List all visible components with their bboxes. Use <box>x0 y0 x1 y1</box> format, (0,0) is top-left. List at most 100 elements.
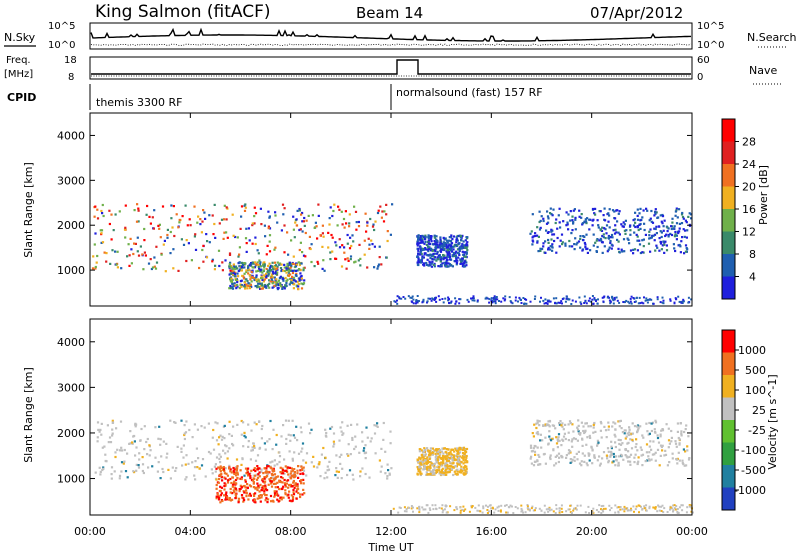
echo-cell <box>589 300 592 303</box>
echo-cell <box>653 227 656 230</box>
echo-cell <box>215 456 219 459</box>
echo-cell <box>157 224 160 227</box>
echo-cell <box>622 225 625 228</box>
echo-cell <box>267 264 270 267</box>
echo-cell <box>445 260 448 263</box>
echo-cell <box>595 509 598 511</box>
echo-cell <box>608 235 611 238</box>
echo-cell <box>322 235 325 238</box>
echo-cell <box>308 235 311 238</box>
echo-cell <box>416 241 419 244</box>
echo-cell <box>597 441 600 444</box>
echo-cell <box>685 511 688 514</box>
echo-cell <box>229 470 232 473</box>
echo-cell <box>597 226 600 229</box>
echo-cell <box>417 461 420 464</box>
echo-cell <box>437 295 440 298</box>
echo-cell <box>354 210 358 213</box>
echo-cell <box>462 505 465 508</box>
echo-cell <box>278 455 282 458</box>
echo-cell <box>442 473 445 476</box>
echo-cell <box>336 224 339 227</box>
echo-cell <box>351 234 354 237</box>
echo-cell <box>255 280 259 283</box>
echo-cell <box>653 233 657 236</box>
echo-cell <box>448 471 451 474</box>
echo-cell <box>317 262 320 265</box>
echo-cell <box>299 426 302 429</box>
echo-cell <box>416 466 419 469</box>
echo-cell <box>530 507 533 510</box>
echo-cell <box>424 238 427 241</box>
echo-cell <box>257 484 260 487</box>
echo-cell <box>291 281 294 284</box>
echo-cell <box>253 445 256 448</box>
echo-cell <box>491 506 494 509</box>
echo-cell <box>558 423 561 426</box>
echo-cell <box>442 254 445 257</box>
echo-cell <box>640 454 643 457</box>
echo-cell <box>446 258 449 262</box>
echo-cell <box>485 296 488 299</box>
echo-cell <box>243 262 246 265</box>
echo-cell <box>271 270 274 273</box>
echo-cell <box>165 456 168 459</box>
echo-cell <box>680 301 683 304</box>
echo-cell <box>231 271 234 274</box>
echo-cell <box>304 461 308 464</box>
echo-cell <box>605 232 608 235</box>
echo-cell <box>349 258 352 261</box>
echo-cell <box>236 281 239 284</box>
echo-cell <box>298 279 301 282</box>
echo-cell <box>534 509 536 512</box>
echo-cell <box>440 264 443 267</box>
echo-cell <box>214 463 217 466</box>
echo-cell <box>550 228 553 231</box>
echo-cell <box>438 463 441 466</box>
echo-cell <box>659 240 662 243</box>
echo-cell <box>223 488 226 491</box>
echo-cell <box>631 438 634 441</box>
echo-cell <box>270 500 273 503</box>
echo-cell <box>243 474 246 477</box>
echo-cell <box>263 467 266 470</box>
echo-cell <box>184 204 187 207</box>
echo-cell <box>289 472 292 475</box>
echo-cell <box>294 269 297 273</box>
echo-cell <box>248 473 251 476</box>
echo-cell <box>681 459 684 462</box>
echo-cell <box>305 474 308 477</box>
echo-cell <box>248 492 252 495</box>
x-tick-label: 04:00 <box>174 525 206 538</box>
echo-cell <box>355 221 358 224</box>
echo-cell <box>674 249 677 253</box>
echo-cell <box>100 229 104 232</box>
echo-cell <box>687 435 690 438</box>
echo-cell <box>273 490 276 493</box>
echo-cell <box>445 457 448 460</box>
echo-cell <box>625 229 628 232</box>
echo-cell <box>293 471 296 474</box>
echo-cell <box>641 434 644 437</box>
echo-cell <box>443 471 446 475</box>
echo-cell <box>276 481 279 484</box>
colorbar-swatch <box>722 186 735 210</box>
echo-cell <box>95 261 98 264</box>
echo-cell <box>228 447 231 450</box>
echo-cell <box>522 297 525 299</box>
echo-cell <box>649 217 652 220</box>
colorbar-swatch <box>722 231 735 255</box>
echo-cell <box>365 230 368 233</box>
echo-cell <box>283 263 286 266</box>
echo-cell <box>627 433 630 437</box>
echo-cell <box>672 510 674 513</box>
echo-cell <box>667 439 671 442</box>
echo-cell <box>669 232 672 235</box>
echo-cell <box>669 506 672 509</box>
echo-cell <box>495 296 498 298</box>
echo-cell <box>487 510 490 513</box>
echo-cell <box>686 445 689 448</box>
echo-cell <box>460 469 463 472</box>
echo-cell <box>386 230 389 233</box>
echo-cell <box>294 482 297 485</box>
